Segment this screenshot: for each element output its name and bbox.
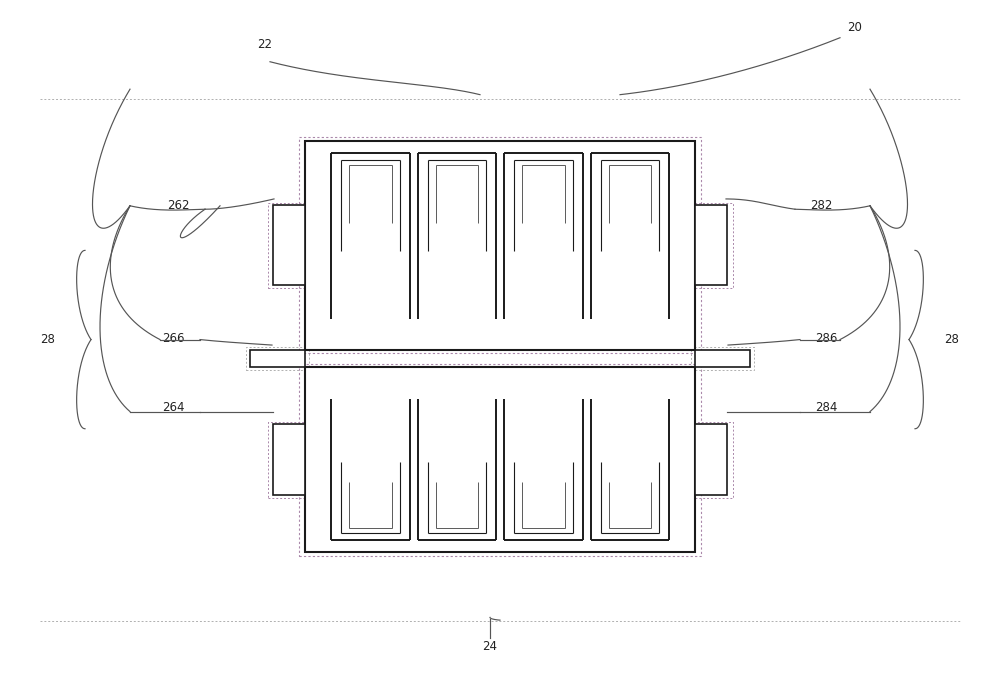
Bar — [250, 350, 305, 367]
Text: 286: 286 — [815, 332, 837, 344]
Bar — [328, 397, 413, 542]
Bar — [415, 397, 499, 542]
Text: 28: 28 — [41, 333, 55, 346]
Text: 284: 284 — [815, 401, 837, 414]
Text: 22: 22 — [258, 38, 272, 51]
Bar — [691, 347, 754, 370]
Text: 282: 282 — [810, 200, 832, 212]
Bar — [299, 137, 701, 353]
Text: 24: 24 — [482, 640, 498, 652]
Bar — [588, 397, 672, 542]
Bar — [268, 422, 310, 497]
Bar — [501, 397, 586, 542]
Text: 264: 264 — [162, 401, 185, 414]
Bar — [268, 203, 310, 287]
Bar — [691, 203, 733, 287]
Bar — [691, 422, 733, 497]
Text: 28: 28 — [945, 333, 959, 346]
Text: 262: 262 — [168, 200, 190, 212]
Bar — [415, 151, 499, 321]
Bar — [246, 347, 309, 370]
Bar — [695, 350, 750, 367]
Bar — [273, 206, 305, 285]
Text: 266: 266 — [162, 332, 185, 344]
Bar — [695, 425, 727, 495]
Bar — [305, 367, 695, 552]
Bar — [305, 141, 695, 350]
Bar — [695, 206, 727, 285]
Bar — [299, 364, 701, 556]
Bar — [328, 151, 413, 321]
Text: 20: 20 — [848, 21, 862, 34]
Bar — [501, 151, 586, 321]
Bar — [588, 151, 672, 321]
Bar — [273, 425, 305, 495]
